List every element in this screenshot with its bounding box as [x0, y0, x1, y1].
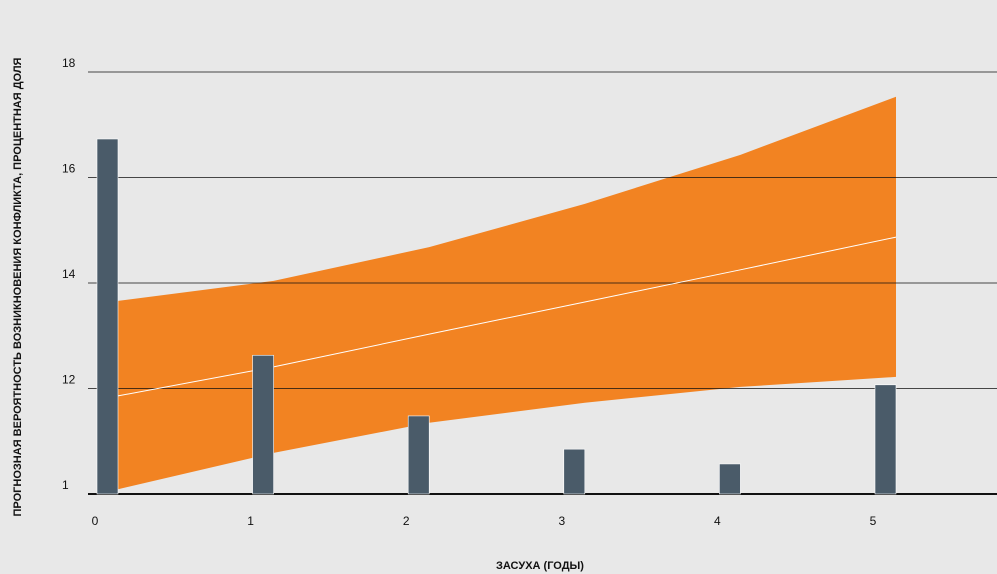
y-axis-title: ПРОГНОЗНАЯ ВЕРОЯТНОСТЬ ВОЗНИКНОВЕНИЯ КОН…: [12, 57, 24, 516]
trend-line: [117, 236, 897, 397]
y-tick-label: 14: [62, 267, 76, 281]
bar: [719, 463, 741, 495]
x-tick-label: 3: [558, 514, 565, 528]
y-tick-label: 12: [62, 373, 76, 387]
x-tick-label: 5: [870, 514, 877, 528]
x-tick-label: 0: [92, 514, 99, 528]
bar: [407, 415, 430, 495]
x-tick-label: 4: [714, 514, 721, 528]
y-tick-label: 16: [62, 162, 76, 176]
confidence-band: [118, 96, 896, 490]
y-tick-label: 1: [62, 478, 69, 492]
x-axis-title: ЗАСУХА (ГОДЫ): [496, 560, 584, 572]
bar: [563, 448, 586, 495]
bar: [252, 354, 274, 495]
bar: [96, 138, 119, 495]
x-tick-label: 2: [403, 514, 410, 528]
y-tick-label: 18: [62, 56, 76, 70]
x-tick-label: 1: [247, 514, 254, 528]
bar: [874, 384, 897, 495]
